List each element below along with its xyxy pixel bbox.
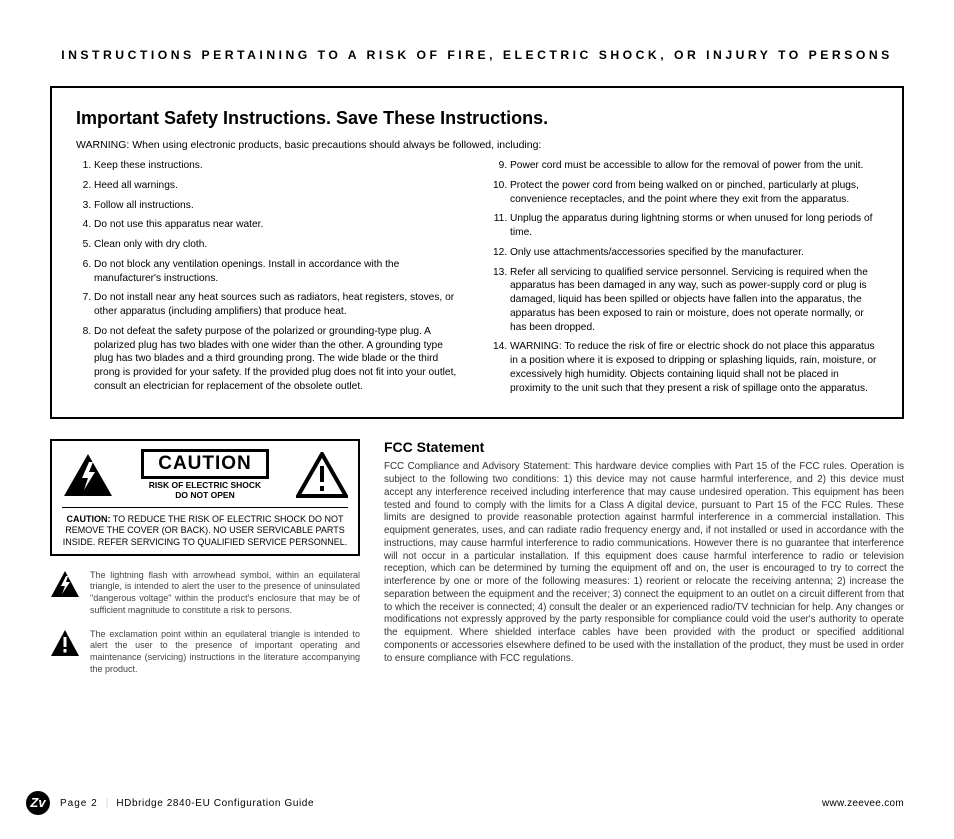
safety-item: Heed all warnings. — [94, 179, 462, 193]
safety-list-right: Power cord must be accessible to allow f… — [492, 159, 878, 395]
safety-item: Do not install near any heat sources suc… — [94, 291, 462, 319]
footer-guide: HDbridge 2840-EU Configuration Guide — [116, 798, 314, 809]
safety-item: Do not use this apparatus near water. — [94, 218, 462, 232]
symbol-exclaim-text: The exclamation point within an equilate… — [90, 629, 360, 676]
exclamation-triangle-icon — [296, 452, 348, 498]
safety-intro: WARNING: When using electronic products,… — [76, 139, 878, 151]
fcc-body: FCC Compliance and Advisory Statement: T… — [384, 461, 904, 665]
safety-item: Refer all servicing to qualified service… — [510, 266, 878, 335]
safety-item: Do not block any ventilation openings. I… — [94, 258, 462, 286]
safety-item: Protect the power cord from being walked… — [510, 179, 878, 207]
caution-box: CAUTION RISK OF ELECTRIC SHOCK DO NOT OP… — [50, 439, 360, 555]
safety-item: Unplug the apparatus during lightning st… — [510, 212, 878, 240]
caution-word: CAUTION — [141, 449, 269, 479]
safety-item: Follow all instructions. — [94, 199, 462, 213]
exclamation-triangle-icon — [50, 629, 80, 657]
footer-separator: | — [106, 798, 109, 809]
lightning-triangle-icon — [50, 570, 80, 598]
footer: Zv Page 2 | HDbridge 2840-EU Configurati… — [26, 791, 904, 815]
top-heading: INSTRUCTIONS PERTAINING TO A RISK OF FIR… — [50, 48, 904, 62]
lightning-triangle-icon — [62, 452, 114, 498]
symbol-exclaim-row: The exclamation point within an equilate… — [50, 629, 360, 676]
footer-url: www.zeevee.com — [822, 798, 904, 809]
safety-item: Keep these instructions. — [94, 159, 462, 173]
footer-page: Page 2 — [60, 798, 98, 809]
symbol-bolt-text: The lightning flash with arrowhead symbo… — [90, 570, 360, 617]
safety-list-left: Keep these instructions. Heed all warning… — [76, 159, 462, 394]
caution-text: CAUTION: TO REDUCE THE RISK OF ELECTRIC … — [62, 514, 348, 548]
safety-item: WARNING: To reduce the risk of fire or e… — [510, 340, 878, 395]
safety-item: Do not defeat the safety purpose of the … — [94, 325, 462, 394]
safety-item: Only use attachments/accessories specifi… — [510, 246, 878, 260]
caution-sub2: DO NOT OPEN — [114, 491, 296, 501]
safety-title: Important Safety Instructions. Save Thes… — [76, 108, 878, 129]
symbol-bolt-row: The lightning flash with arrowhead symbo… — [50, 570, 360, 617]
safety-item: Clean only with dry cloth. — [94, 238, 462, 252]
brand-logo-icon: Zv — [26, 791, 50, 815]
fcc-title: FCC Statement — [384, 439, 904, 455]
safety-item: Power cord must be accessible to allow f… — [510, 159, 878, 173]
safety-box: Important Safety Instructions. Save Thes… — [50, 86, 904, 419]
